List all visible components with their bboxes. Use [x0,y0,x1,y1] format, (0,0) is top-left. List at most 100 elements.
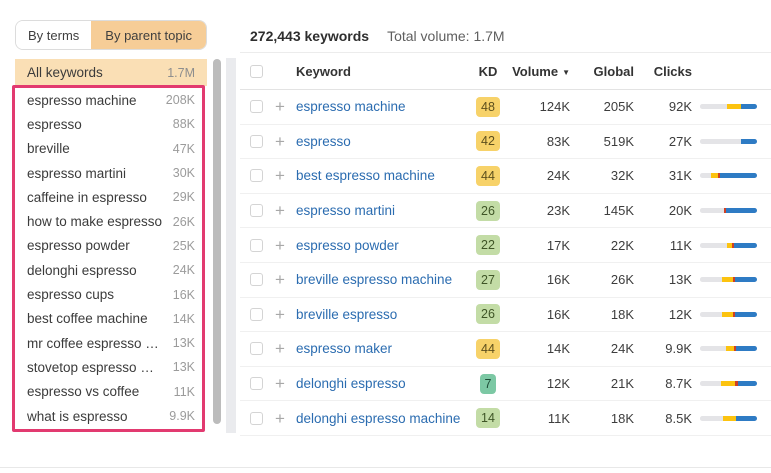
topic-item[interactable]: stovetop espresso … 13K [15,355,207,379]
global-value: 22K [610,237,634,253]
clicks-bar-blue-segment [737,381,757,387]
topic-item[interactable]: what is espresso 9.9K [15,404,207,428]
keyword-link[interactable]: delonghi espresso machine [296,410,461,426]
topic-count: 26K [172,214,195,229]
row-checkbox[interactable] [250,204,263,218]
topic-item[interactable]: espresso machine 208K [15,88,207,112]
clicks-bar [700,346,757,352]
topic-label: how to make espresso [27,214,163,230]
keyword-link[interactable]: espresso martini [296,203,396,219]
column-header-volume[interactable]: Volume ▼ [512,64,570,79]
clicks-bar-gray-segment [700,104,727,110]
sidebar-scrollbar[interactable] [213,59,221,424]
sort-desc-icon: ▼ [562,67,570,77]
keyword-link[interactable]: espresso [296,133,351,149]
topic-item[interactable]: delonghi espresso 24K [15,258,207,282]
clicks-bar-yellow-segment [727,242,732,248]
topic-item[interactable]: espresso cups 16K [15,282,207,306]
clicks-bar-gray-segment [700,208,724,214]
add-keyword-icon[interactable]: + [275,97,285,117]
topic-item[interactable]: espresso 88K [15,112,207,136]
keyword-topics-list: espresso machine 208K espresso 88K brevi… [15,88,207,428]
row-checkbox[interactable] [250,100,263,114]
add-keyword-icon[interactable]: + [275,270,285,290]
topic-item[interactable]: how to make espresso 26K [15,209,207,233]
tabs-control: By terms By parent topic [15,20,207,50]
column-header-keyword: Keyword [296,63,351,79]
clicks-bar [700,104,757,110]
row-checkbox[interactable] [250,134,263,148]
kd-badge: 22 [476,235,500,256]
topic-count: 47K [172,141,195,156]
topic-item[interactable]: best coffee machine 14K [15,307,207,331]
global-value: 21K [610,376,634,392]
topic-item[interactable]: breville 47K [15,137,207,161]
clicks-bar-blue-segment [736,415,757,421]
clicks-bar-gray-segment [700,277,722,283]
topic-item[interactable]: mr coffee espresso … 13K [15,331,207,355]
add-keyword-icon[interactable]: + [275,166,285,186]
tab-by-terms[interactable]: By terms [16,21,92,49]
row-checkbox[interactable] [250,169,263,183]
all-keywords-label: All keywords [27,65,103,80]
all-keywords-count: 1.7M [167,65,195,80]
kd-badge: 44 [476,338,500,359]
keyword-link[interactable]: espresso powder [296,237,399,253]
column-header-kd[interactable]: KD [478,63,498,79]
topic-label: delonghi espresso [27,262,137,278]
add-keyword-icon[interactable]: + [275,201,285,221]
topic-count: 13K [172,336,195,351]
tab-by-parent-topic[interactable]: By parent topic [91,21,206,49]
topic-label: what is espresso [27,408,128,424]
keyword-link[interactable]: espresso machine [296,99,406,115]
table-row: + delonghi espresso machine 14 11K 18K 8… [240,401,771,436]
column-header-clicks[interactable]: Clicks [653,63,692,79]
select-all-checkbox[interactable] [250,64,263,78]
topic-item[interactable]: espresso powder 25K [15,234,207,258]
row-checkbox[interactable] [250,307,263,321]
keyword-link[interactable]: breville espresso [296,306,398,322]
clicks-bar-blue-segment [735,311,757,317]
clicks-bar-red-segment [718,173,721,179]
clicks-bar [700,173,757,179]
column-header-global[interactable]: Global [593,63,634,79]
row-checkbox[interactable] [250,342,263,356]
table-row: + espresso maker 44 14K 24K 9.9K [240,332,771,367]
keyword-link[interactable]: espresso maker [296,341,393,357]
kd-badge: 48 [476,96,500,117]
add-keyword-icon[interactable]: + [275,374,285,394]
clicks-value: 20K [668,203,692,219]
add-keyword-icon[interactable]: + [275,131,285,151]
add-keyword-icon[interactable]: + [275,304,285,324]
clicks-bar-yellow-segment [721,277,734,283]
kd-badge: 42 [476,131,500,152]
keyword-link[interactable]: best espresso machine [296,168,435,184]
clicks-value: 31K [668,168,692,184]
topic-item[interactable]: espresso vs coffee 11K [15,380,207,404]
panel-divider [226,58,236,433]
row-checkbox[interactable] [250,238,263,252]
row-checkbox[interactable] [250,273,263,287]
add-keyword-icon[interactable]: + [275,235,285,255]
results-panel: 272,443 keywords Total volume: 1.7M Keyw… [240,0,771,436]
row-checkbox[interactable] [250,411,263,425]
table-body: + espresso machine 48 124K 205K 92K + es… [240,90,771,436]
topic-item[interactable]: espresso martini 30K [15,161,207,185]
clicks-bar-red-segment [734,346,737,352]
keyword-link[interactable]: breville espresso machine [296,272,453,288]
table-header: Keyword KD Volume ▼ Global Clicks [240,53,771,90]
topic-count: 9.9K [169,409,195,423]
kd-badge: 7 [479,373,497,394]
clicks-bar-gray-segment [700,173,712,179]
topic-item[interactable]: caffeine in espresso 29K [15,185,207,209]
clicks-bar-red-segment [733,311,736,317]
add-keyword-icon[interactable]: + [275,339,285,359]
volume-value: 124K [539,99,570,115]
topic-label: espresso vs coffee [27,384,140,400]
sidebar-all-keywords[interactable]: All keywords 1.7M [15,59,207,86]
volume-value: 83K [546,133,570,149]
add-keyword-icon[interactable]: + [275,408,285,428]
row-checkbox[interactable] [250,377,263,391]
keyword-link[interactable]: delonghi espresso [296,376,406,392]
bottom-divider [0,467,771,468]
